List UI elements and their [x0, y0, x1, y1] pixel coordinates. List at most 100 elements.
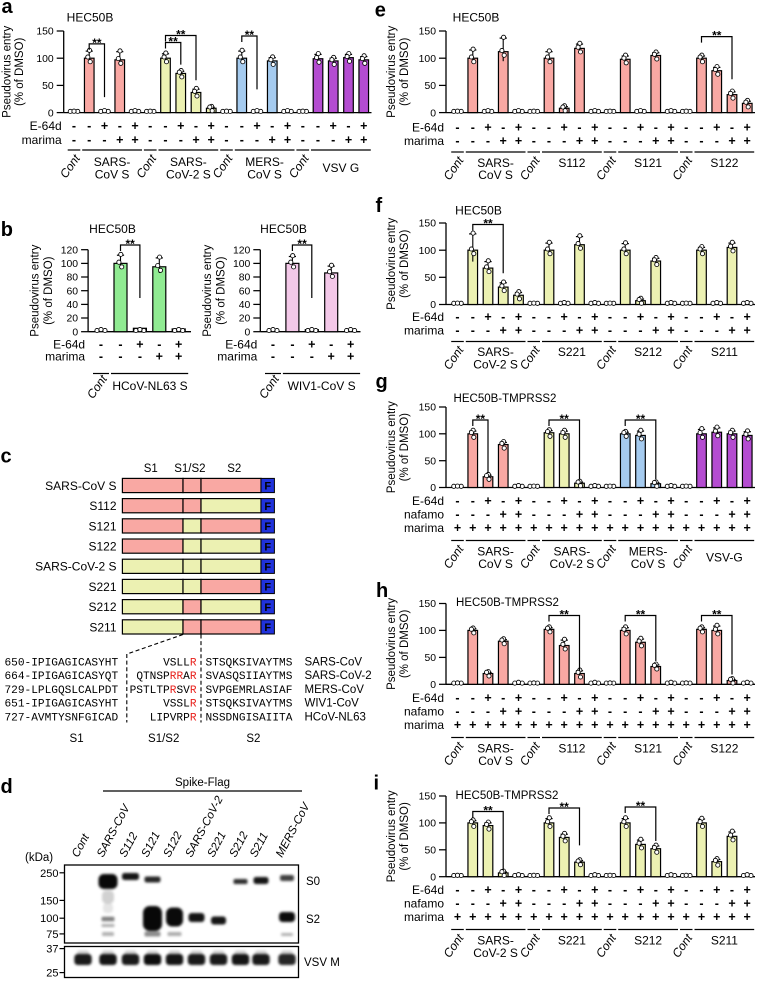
- svg-text:PSTLTPRSVR: PSTLTPRSVR: [130, 685, 197, 697]
- svg-text:-: -: [316, 133, 320, 147]
- svg-text:-: -: [455, 494, 459, 508]
- svg-text:+: +: [652, 521, 659, 535]
- svg-text:+: +: [591, 494, 598, 508]
- svg-text:+: +: [284, 133, 291, 147]
- svg-text:+: +: [515, 897, 522, 911]
- svg-text:Pseudovirus entry: Pseudovirus entry: [386, 26, 398, 118]
- svg-text:-: -: [501, 883, 505, 897]
- svg-text:+: +: [667, 705, 674, 719]
- svg-text:+: +: [530, 910, 537, 924]
- svg-text:-: -: [486, 134, 490, 148]
- svg-text:+: +: [713, 883, 720, 897]
- svg-text:-: -: [623, 897, 627, 911]
- svg-text:VSV M: VSV M: [304, 957, 340, 969]
- svg-text:+: +: [328, 350, 335, 364]
- svg-text:Pseudovirus entry: Pseudovirus entry: [2, 26, 14, 118]
- svg-text:50: 50: [424, 81, 436, 92]
- svg-text:SARS-: SARS-: [477, 545, 514, 559]
- svg-text:-: -: [532, 508, 536, 522]
- svg-text:-: -: [532, 134, 536, 148]
- svg-text:+: +: [713, 494, 720, 508]
- svg-text:STSQKSIVAYTMS: STSQKSIVAYTMS: [206, 699, 293, 711]
- svg-text:150: 150: [419, 792, 437, 803]
- svg-text:MERS-CoV: MERS-CoV: [305, 684, 365, 696]
- svg-text:100: 100: [419, 54, 437, 65]
- svg-text:-: -: [455, 897, 459, 911]
- svg-text:-: -: [684, 705, 688, 719]
- svg-text:+: +: [347, 350, 354, 364]
- svg-text:Pseudovirus entry: Pseudovirus entry: [386, 218, 398, 310]
- svg-text:-: -: [608, 134, 612, 148]
- svg-text:+: +: [484, 910, 491, 924]
- svg-text:-: -: [730, 310, 734, 324]
- svg-text:+: +: [345, 133, 352, 147]
- svg-text:Pseudovirus entry: Pseudovirus entry: [30, 244, 42, 336]
- svg-text:E-64d: E-64d: [30, 119, 62, 133]
- svg-text:-: -: [194, 119, 198, 133]
- svg-text:+: +: [606, 718, 613, 732]
- svg-text:CoV-2 S: CoV-2 S: [550, 557, 595, 571]
- svg-text:+: +: [484, 691, 491, 705]
- svg-text:-: -: [471, 324, 475, 338]
- svg-text:-: -: [699, 121, 703, 135]
- svg-text:-: -: [547, 494, 551, 508]
- svg-text:**: **: [636, 608, 646, 622]
- svg-text:+: +: [530, 718, 537, 732]
- svg-text:+: +: [728, 897, 735, 911]
- svg-text:CoV-2 S: CoV-2 S: [166, 167, 211, 181]
- svg-text:+: +: [744, 910, 751, 924]
- svg-text:-: -: [87, 119, 91, 133]
- svg-text:QTNSPRRAR: QTNSPRRAR: [136, 671, 197, 683]
- svg-text:+: +: [744, 121, 751, 135]
- svg-text:-: -: [532, 310, 536, 324]
- svg-text:**: **: [168, 35, 178, 49]
- svg-text:-: -: [455, 705, 459, 719]
- svg-text:S221: S221: [88, 580, 116, 594]
- svg-text:HCoV-NL63: HCoV-NL63: [305, 711, 366, 723]
- svg-text:150: 150: [40, 895, 58, 907]
- svg-text:+: +: [698, 910, 705, 924]
- svg-text:+: +: [576, 324, 583, 338]
- svg-text:+: +: [637, 494, 644, 508]
- svg-text:+: +: [652, 134, 659, 148]
- svg-text:+: +: [622, 521, 629, 535]
- svg-text:SARS-: SARS-: [554, 545, 591, 559]
- svg-text:+: +: [469, 718, 476, 732]
- svg-text:+: +: [156, 350, 163, 364]
- svg-text:40: 40: [239, 300, 251, 311]
- svg-text:-: -: [471, 494, 475, 508]
- svg-text:+: +: [515, 310, 522, 324]
- svg-text:h: h: [376, 580, 388, 602]
- svg-text:-: -: [577, 691, 581, 705]
- svg-text:(% of DMSO): (% of DMSO): [14, 37, 26, 106]
- svg-text:SARS-: SARS-: [477, 345, 514, 359]
- svg-text:150: 150: [419, 403, 437, 414]
- svg-text:g: g: [376, 371, 388, 393]
- svg-text:60: 60: [239, 286, 251, 297]
- svg-text:-: -: [157, 338, 161, 352]
- svg-text:-: -: [715, 897, 719, 911]
- svg-text:-: -: [290, 338, 294, 352]
- svg-text:+: +: [713, 521, 720, 535]
- svg-text:-: -: [684, 897, 688, 911]
- svg-text:VSLLR: VSLLR: [163, 658, 197, 670]
- svg-text:+: +: [469, 521, 476, 535]
- svg-text:-: -: [699, 310, 703, 324]
- svg-text:CoV-2 S: CoV-2 S: [473, 946, 518, 960]
- svg-text:-: -: [654, 691, 658, 705]
- svg-text:S121: S121: [634, 156, 662, 170]
- svg-text:-: -: [271, 350, 275, 364]
- svg-text:VSV-G: VSV-G: [706, 551, 743, 565]
- svg-text:+: +: [208, 133, 215, 147]
- svg-text:F: F: [264, 582, 271, 594]
- svg-text:+: +: [591, 883, 598, 897]
- svg-text:Pseudovirus entry: Pseudovirus entry: [386, 790, 398, 882]
- svg-text:650-IPIGAGICASYHT: 650-IPIGAGICASYHT: [5, 658, 119, 670]
- svg-text:+: +: [667, 718, 674, 732]
- svg-text:+: +: [515, 691, 522, 705]
- svg-text:-: -: [684, 691, 688, 705]
- svg-text:S221: S221: [558, 934, 586, 948]
- svg-text:Pseudovirus entry: Pseudovirus entry: [202, 244, 214, 336]
- svg-text:S211: S211: [711, 345, 738, 359]
- svg-text:-: -: [623, 310, 627, 324]
